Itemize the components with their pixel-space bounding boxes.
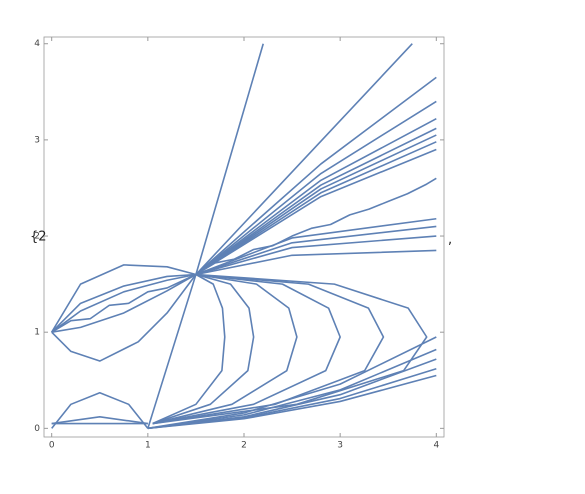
y-tick-label: 3 — [34, 135, 40, 145]
curve — [51, 416, 148, 425]
y-tick-label: 2 — [34, 232, 40, 242]
curve — [195, 76, 437, 276]
x-tick-label: 0 — [49, 441, 55, 451]
curve — [195, 100, 437, 276]
curve — [51, 273, 197, 333]
curve — [152, 273, 298, 425]
curve — [195, 127, 437, 276]
curve — [147, 336, 437, 430]
curve — [195, 118, 437, 276]
curve — [195, 43, 264, 275]
x-tick-label: 2 — [241, 441, 247, 451]
curve — [152, 273, 255, 425]
curve — [147, 274, 197, 429]
curve — [51, 273, 197, 333]
curve — [152, 273, 428, 425]
curve — [152, 273, 385, 425]
curve — [195, 134, 437, 276]
y-tick-label: 4 — [34, 39, 40, 49]
curve — [195, 225, 437, 276]
curve — [195, 177, 437, 276]
left-annotation: {2 — [30, 230, 47, 245]
y-tick-label: 0 — [34, 424, 40, 434]
curve — [147, 348, 437, 430]
x-tick-label: 4 — [433, 441, 439, 451]
curve — [195, 141, 437, 276]
curve — [195, 235, 437, 276]
curve — [195, 249, 437, 276]
curve — [195, 217, 437, 276]
curve — [51, 273, 197, 333]
curve — [152, 273, 341, 425]
curve — [51, 391, 149, 429]
curve — [152, 273, 226, 425]
right-annotation: , — [448, 233, 452, 248]
curve — [195, 43, 413, 276]
curve — [195, 148, 437, 276]
x-tick-label: 1 — [145, 441, 151, 451]
curve — [51, 274, 197, 362]
curve — [51, 264, 197, 333]
x-tick-label: 3 — [337, 441, 343, 451]
curve — [51, 273, 196, 333]
y-tick-label: 1 — [34, 328, 40, 338]
curve — [147, 358, 437, 430]
